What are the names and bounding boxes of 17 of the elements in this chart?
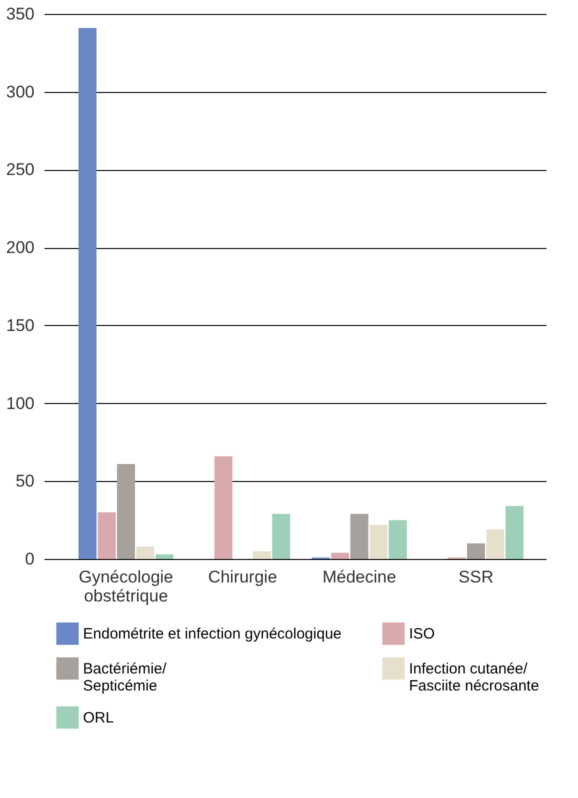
legend-label: Bactériémie/Septicémie	[83, 660, 168, 694]
legend-label: Endométrite et infection gynécologique	[83, 626, 342, 643]
legend-label: ORL	[83, 710, 114, 726]
x-tick-label: SSR	[458, 568, 494, 586]
y-tick-label: 0	[25, 550, 34, 568]
y-tick-label: 200	[6, 238, 34, 258]
y-tick-label: 150	[6, 316, 34, 335]
y-tick-label: 300	[6, 82, 34, 102]
y-tick-label: 100	[6, 394, 34, 413]
x-tick-label: Médecine	[322, 568, 396, 586]
y-tick-label: 250	[6, 160, 34, 180]
x-tick-label: Chirurgie	[208, 568, 278, 586]
x-tick-label: Gynécologie obstétrique	[78, 568, 174, 606]
y-tick-label: 50	[16, 472, 34, 491]
y-tick-label: 350	[6, 4, 34, 24]
legend-label: Infection cutanée/Fasciite nécrosante	[409, 660, 540, 694]
legend-label: ISO	[409, 626, 435, 643]
